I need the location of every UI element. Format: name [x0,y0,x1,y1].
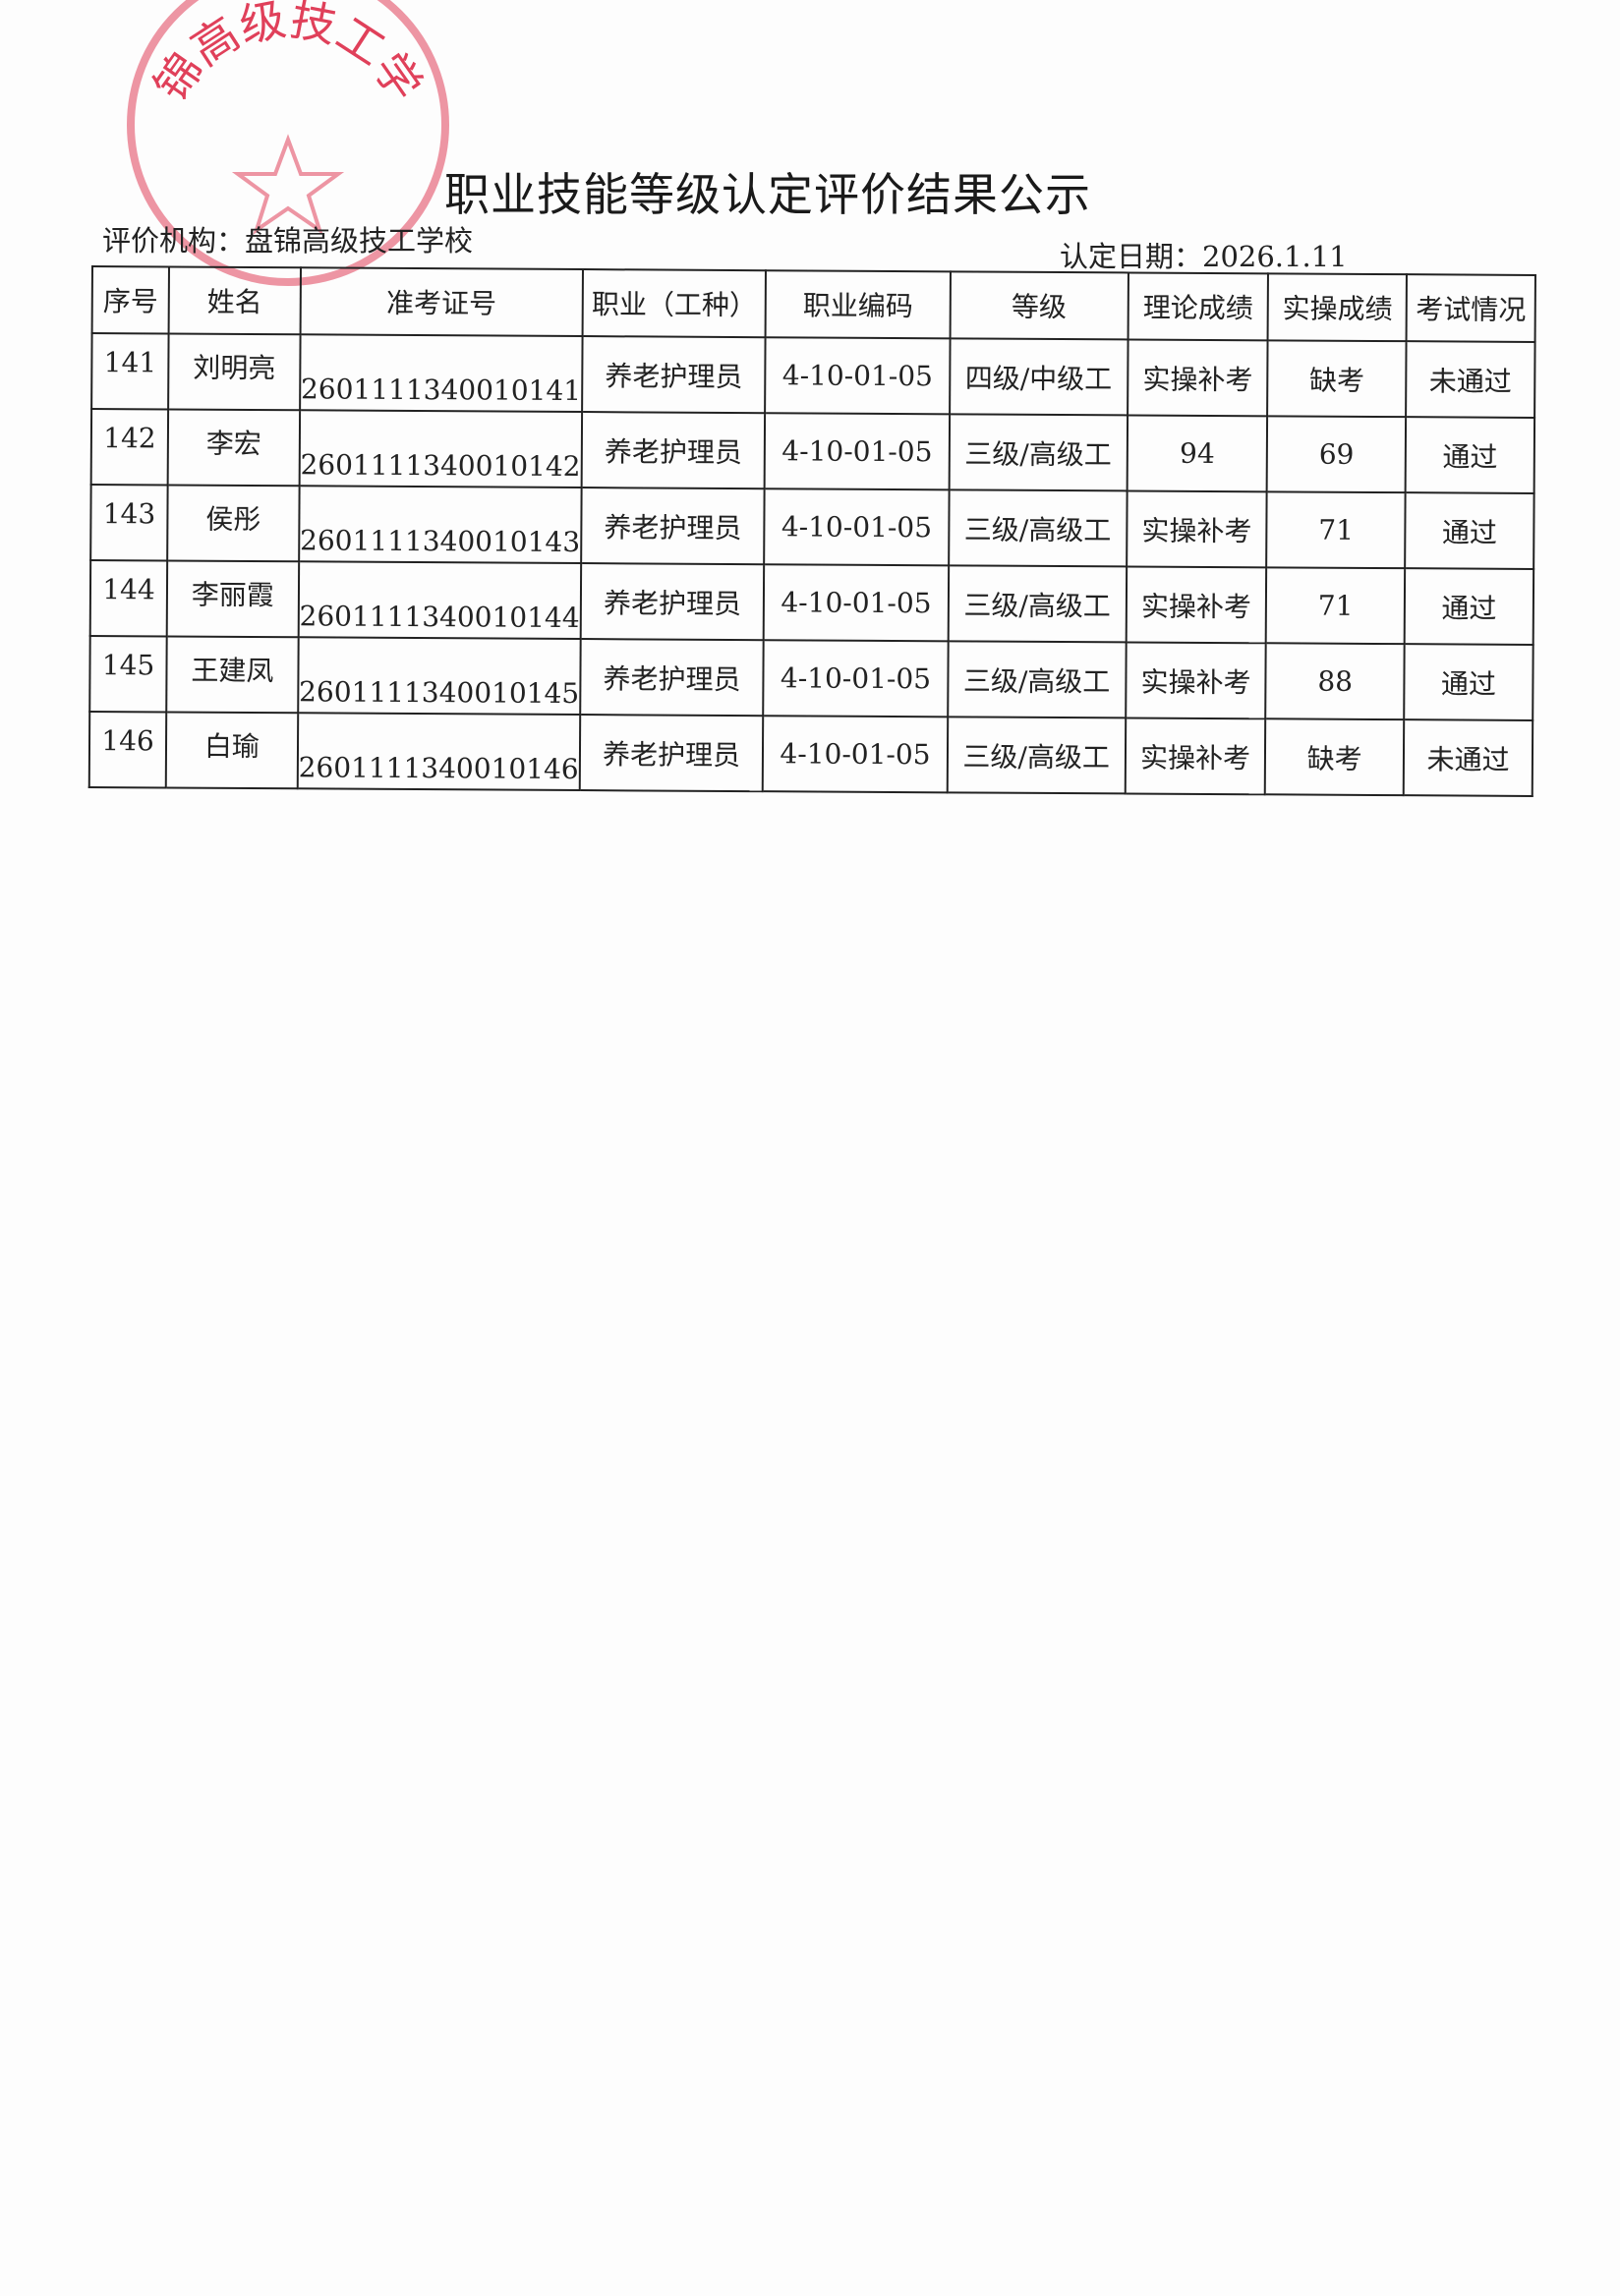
table-cell: 养老护理员 [580,639,765,717]
svg-text:盘锦高级技工学校: 盘锦高级技工学校 [116,0,433,111]
table-cell: 通过 [1404,644,1533,720]
table-row: 145 王建凤 2601111340010145 养老护理员 4-10-01-05 三级/… [89,635,1533,720]
table-cell: 养老护理员 [580,488,766,565]
stamp-text: 盘锦高级技工学校 [116,0,433,111]
table-cell: 146 [88,711,167,788]
table-cell: 三级/高级工 [947,641,1127,718]
column-header: 实操成绩 [1267,273,1408,342]
table-cell: 四级/中级工 [949,338,1128,416]
table-cell: 4-10-01-05 [765,413,950,490]
table-row: 144 李丽霞 2601111340010144 养老护理员 4-10-01-05 三级/… [89,560,1534,645]
table-cell: 142 [90,409,169,486]
column-header: 考试情况 [1406,274,1535,342]
table-cell: 2601111340010142 [299,410,582,488]
table-cell: 养老护理员 [580,563,765,641]
table-row: 146 白瑜 2601111340010146 养老护理员 4-10-01-05 三级/高… [88,711,1533,796]
table-cell: 4-10-01-05 [764,564,949,642]
column-header: 姓名 [168,266,301,335]
column-header: 职业（工种） [582,269,767,338]
table-cell: 通过 [1405,417,1535,493]
results-table: 序号 姓名 准考证号 职业（工种） 职业编码 等级 理论成绩 实操成绩 考试情况 141 刘明亮 2… [88,265,1536,797]
table-cell: 实操补考 [1126,566,1267,644]
column-header: 准考证号 [300,267,583,337]
table-cell: 实操补考 [1125,718,1266,795]
table-cell: 通过 [1405,492,1534,569]
table-row: 143 侯彤 2601111340010143 养老护理员 4-10-01-05 三级/高… [90,485,1534,569]
table-cell: 刘明亮 [168,333,301,411]
table-cell: 2601111340010143 [298,486,582,564]
table-cell: 2601111340010146 [297,713,581,791]
table-cell: 144 [89,560,168,637]
table-cell: 141 [91,333,169,410]
table-cell: 94 [1127,415,1268,492]
table-cell: 4-10-01-05 [763,716,948,793]
table-cell: 三级/高级工 [948,565,1127,643]
table-cell: 李丽霞 [166,560,299,638]
table-cell: 2601111340010144 [298,561,581,640]
table-header-row: 序号 姓名 准考证号 职业（工种） 职业编码 等级 理论成绩 实操成绩 考试情况 [91,266,1535,342]
table-cell: 王建凤 [166,636,299,714]
column-header: 等级 [950,271,1128,340]
table-cell: 养老护理员 [581,336,767,414]
table-cell: 三级/高级工 [949,414,1128,491]
table-cell: 145 [89,635,167,713]
table-cell: 2601111340010141 [299,334,583,413]
table-cell: 养老护理员 [581,412,766,489]
table-cell: 69 [1267,416,1407,493]
table-cell: 实操补考 [1126,490,1268,568]
table-cell: 实操补考 [1127,339,1268,417]
table-cell: 三级/高级工 [948,489,1128,567]
column-header: 职业编码 [766,270,951,339]
column-header: 理论成绩 [1128,272,1269,341]
table-cell: 71 [1266,491,1406,569]
table-cell: 4-10-01-05 [765,337,951,415]
document-title: 职业技能等级认定评价结果公示 [444,168,1091,221]
table-cell: 143 [90,485,168,561]
table-row: 142 李宏 2601111340010142 养老护理员 4-10-01-05 三级/高… [90,409,1535,493]
evaluation-organization: 评价机构：盘锦高级技工学校 [102,224,474,258]
table-row: 141 刘明亮 2601111340010141 养老护理员 4-10-01-05 四级/… [91,333,1535,418]
table-cell: 缺考 [1265,718,1405,796]
table-cell: 三级/高级工 [947,717,1126,794]
table-cell: 侯彤 [167,485,300,562]
table-cell: 实操补考 [1125,642,1267,719]
table-cell: 缺考 [1267,340,1407,418]
table-cell: 未通过 [1403,719,1533,796]
table-cell: 4-10-01-05 [764,488,950,566]
table-cell: 白瑜 [165,712,298,789]
table-cell: 2601111340010145 [297,637,581,716]
certification-date: 认定日期：2026.1.11 [1060,240,1348,273]
table-cell: 4-10-01-05 [763,640,949,718]
table-cell: 养老护理员 [579,715,764,792]
table-cell: 通过 [1404,568,1534,645]
column-header: 序号 [91,266,170,334]
table-cell: 李宏 [167,409,300,487]
table-cell: 未通过 [1406,341,1535,418]
table-cell: 71 [1266,567,1406,645]
table-cell: 88 [1265,643,1405,720]
